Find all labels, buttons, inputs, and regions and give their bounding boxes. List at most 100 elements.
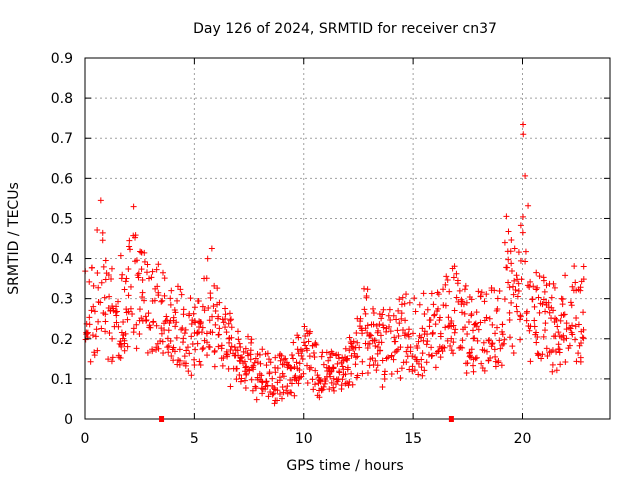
data-point [577, 287, 584, 294]
data-point [222, 311, 229, 318]
data-point [248, 336, 255, 343]
data-point [472, 320, 479, 327]
data-point [267, 359, 274, 366]
data-point [432, 321, 439, 328]
data-point [237, 355, 244, 362]
data-point [136, 331, 143, 338]
data-point [146, 324, 153, 331]
data-point [542, 308, 549, 315]
data-point [296, 360, 303, 367]
data-point [206, 317, 213, 324]
data-point [352, 354, 359, 361]
data-point [356, 344, 363, 351]
data-point [304, 362, 311, 369]
data-point [491, 287, 498, 294]
data-point [174, 297, 181, 304]
data-point [263, 362, 270, 369]
y-tick-label: 0.2 [51, 332, 73, 348]
data-point [272, 369, 279, 376]
data-point [160, 350, 167, 356]
data-point [427, 317, 434, 324]
data-point [496, 337, 503, 344]
data-point [486, 315, 493, 322]
data-point [381, 375, 388, 382]
data-point [91, 352, 98, 359]
data-point [419, 372, 426, 379]
data-point [154, 283, 161, 290]
data-point [403, 291, 410, 298]
data-point [304, 347, 311, 354]
data-point [328, 379, 335, 386]
data-point [123, 275, 130, 282]
data-point [526, 284, 533, 291]
data-point [279, 370, 286, 377]
data-point [501, 336, 508, 343]
data-point [143, 316, 150, 323]
data-point [161, 292, 168, 299]
data-point [130, 325, 137, 332]
data-point [488, 341, 495, 348]
data-point [141, 249, 148, 256]
data-point [149, 346, 156, 353]
data-point [108, 276, 115, 283]
data-point [112, 309, 119, 316]
data-point [483, 314, 490, 321]
data-point [115, 298, 122, 305]
data-point [501, 239, 508, 246]
data-point [136, 306, 143, 313]
data-point [392, 338, 399, 345]
data-point [331, 387, 338, 394]
data-point [444, 276, 451, 283]
data-point [270, 390, 277, 397]
data-point [118, 329, 125, 336]
data-point [473, 309, 480, 316]
data-point [228, 316, 235, 323]
data-point [258, 372, 265, 379]
data-point [288, 380, 295, 387]
data-point [451, 307, 458, 314]
data-point [235, 336, 242, 343]
data-point [298, 352, 305, 359]
data-point [432, 364, 439, 371]
data-point [563, 335, 570, 342]
data-point [222, 324, 229, 331]
data-point [259, 346, 266, 353]
data-point [359, 358, 366, 365]
data-point [168, 287, 175, 294]
data-point [234, 328, 241, 335]
data-point [438, 345, 445, 352]
data-point [443, 273, 450, 280]
data-point [444, 337, 451, 344]
data-point [253, 385, 260, 392]
data-point [533, 339, 540, 346]
data-point [531, 303, 538, 310]
data-point [346, 334, 353, 341]
data-point [535, 294, 542, 301]
data-point [167, 301, 174, 308]
data-point [379, 322, 386, 329]
data-point [515, 249, 522, 256]
data-point [133, 257, 140, 264]
data-point [354, 339, 361, 346]
data-point [236, 340, 243, 347]
data-point [148, 274, 155, 281]
data-point [97, 197, 104, 204]
data-point [522, 172, 529, 179]
chart-title: Day 126 of 2024, SRMTID for receiver cn3… [193, 21, 497, 37]
data-point [183, 347, 190, 354]
data-point [163, 313, 170, 320]
data-point [538, 355, 545, 362]
data-point [566, 342, 573, 349]
data-point [492, 330, 499, 337]
data-point [323, 349, 330, 356]
data-point [139, 277, 146, 284]
data-point [478, 360, 485, 367]
data-point [545, 299, 552, 306]
data-point [572, 279, 579, 286]
data-point [527, 278, 534, 285]
data-point [468, 312, 475, 319]
data-point [577, 358, 584, 365]
data-point [214, 315, 221, 322]
data-point [523, 310, 530, 317]
data-point [426, 323, 433, 330]
